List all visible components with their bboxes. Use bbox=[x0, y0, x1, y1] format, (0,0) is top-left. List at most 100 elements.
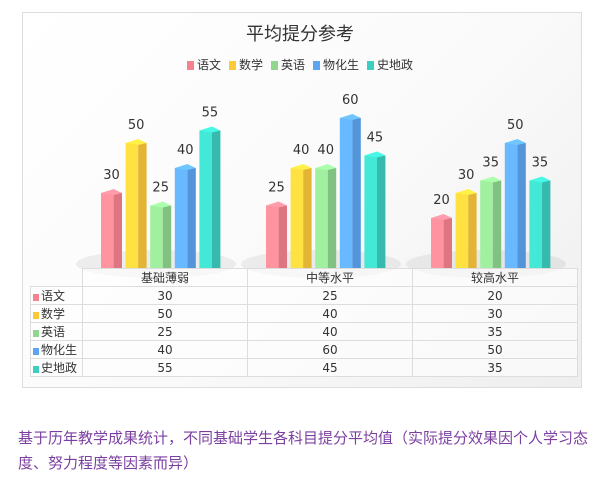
data-label: 40 bbox=[293, 143, 310, 158]
bar-side bbox=[278, 205, 287, 268]
bar-top bbox=[174, 164, 196, 170]
table-cell: 25 bbox=[82, 322, 248, 341]
bar-top bbox=[339, 114, 361, 120]
legend: 语文 数学 英语 物化生 史地政 bbox=[0, 56, 600, 73]
data-label: 55 bbox=[202, 106, 219, 121]
bar-side bbox=[327, 168, 337, 268]
legend-swatch bbox=[367, 61, 375, 70]
bar[interactable] bbox=[125, 143, 139, 268]
row-label: 语文 bbox=[30, 286, 83, 305]
table-cell: 50 bbox=[412, 340, 578, 359]
legend-swatch bbox=[228, 61, 236, 70]
table-cell: 45 bbox=[247, 358, 413, 377]
legend-label: 英语 bbox=[280, 58, 305, 72]
bar-top bbox=[315, 164, 337, 170]
bar-side bbox=[542, 180, 551, 268]
bar-top bbox=[364, 151, 386, 158]
data-label: 50 bbox=[128, 118, 145, 133]
legend-swatch bbox=[270, 61, 278, 70]
data-label: 30 bbox=[458, 168, 475, 183]
bar-side bbox=[187, 168, 196, 268]
bar-top bbox=[431, 214, 452, 220]
bar-top bbox=[480, 176, 502, 183]
row-label: 史地政 bbox=[30, 358, 83, 377]
bar[interactable] bbox=[504, 143, 518, 268]
data-label: 40 bbox=[177, 143, 194, 158]
legend-item[interactable]: 数学 bbox=[228, 56, 263, 73]
table-cell: 60 bbox=[247, 340, 413, 359]
legend-item[interactable]: 物化生 bbox=[313, 56, 359, 73]
table-cell: 50 bbox=[82, 304, 248, 323]
table-cell: 20 bbox=[412, 286, 578, 305]
data-label: 30 bbox=[103, 168, 120, 183]
bar-chart: 30 50 25 40 55 25 40 40 60 45 20 30 35 50 35 bbox=[76, 93, 566, 278]
table-row: 数学 50 40 30 bbox=[30, 304, 578, 323]
category-label: 较高水平 bbox=[412, 268, 578, 287]
bar[interactable] bbox=[101, 193, 114, 268]
bar[interactable] bbox=[199, 130, 212, 269]
legend-swatch bbox=[33, 348, 39, 355]
chart-title: 平均提分参考 bbox=[246, 24, 354, 45]
table-row: 语文 30 25 20 bbox=[30, 286, 578, 305]
legend-item[interactable]: 英语 bbox=[270, 56, 305, 73]
table-header: 基础薄弱 中等水平 较高水平 bbox=[31, 268, 578, 287]
data-label: 20 bbox=[433, 193, 450, 208]
table-cell: 30 bbox=[82, 286, 248, 305]
table-cell: 40 bbox=[247, 322, 413, 341]
table-cell: 30 bbox=[412, 304, 578, 323]
bar-top bbox=[199, 126, 221, 133]
legend-label: 数学 bbox=[238, 58, 263, 72]
bar-side bbox=[162, 205, 172, 268]
bar-side bbox=[377, 155, 386, 268]
legend-swatch bbox=[33, 294, 39, 301]
bar-side bbox=[517, 143, 526, 268]
legend-swatch bbox=[33, 312, 39, 319]
bar[interactable] bbox=[480, 180, 493, 269]
category-label: 中等水平 bbox=[247, 268, 413, 287]
legend-label: 物化生 bbox=[323, 58, 360, 72]
table-row: 英语 25 40 35 bbox=[30, 322, 578, 341]
bar[interactable] bbox=[315, 168, 328, 268]
legend-item[interactable]: 语文 bbox=[186, 56, 221, 73]
bar-top bbox=[455, 189, 477, 195]
bar[interactable] bbox=[529, 180, 542, 269]
row-label: 物化生 bbox=[30, 340, 83, 359]
table-row: 史地政 55 45 35 bbox=[30, 358, 578, 377]
table-cell: 55 bbox=[82, 358, 248, 377]
bar[interactable] bbox=[455, 193, 469, 268]
row-label: 数学 bbox=[30, 304, 83, 323]
bar[interactable] bbox=[431, 218, 444, 268]
table-cell: 40 bbox=[82, 340, 248, 359]
bar-top bbox=[101, 189, 122, 195]
bar-top bbox=[266, 201, 287, 208]
bar[interactable] bbox=[339, 118, 353, 268]
table-cell: 25 bbox=[247, 286, 413, 305]
bar-side bbox=[113, 193, 122, 268]
legend-item[interactable]: 史地政 bbox=[367, 56, 413, 73]
row-label: 英语 bbox=[30, 322, 83, 341]
legend-label: 史地政 bbox=[377, 58, 414, 72]
bar[interactable] bbox=[290, 168, 304, 268]
bar-top bbox=[150, 201, 172, 208]
bar-side bbox=[443, 218, 452, 268]
bar-side bbox=[492, 180, 502, 268]
bar-side bbox=[138, 143, 147, 268]
category-label: 基础薄弱 bbox=[82, 268, 248, 287]
bar[interactable] bbox=[174, 168, 188, 268]
data-label: 40 bbox=[317, 143, 334, 158]
bar[interactable] bbox=[150, 205, 163, 269]
bar[interactable] bbox=[266, 205, 279, 269]
bar-top bbox=[504, 139, 526, 145]
bar-top bbox=[290, 164, 312, 170]
data-label: 45 bbox=[367, 131, 384, 146]
data-label: 60 bbox=[342, 93, 359, 108]
bar-top bbox=[125, 139, 147, 145]
legend-swatch bbox=[33, 366, 39, 373]
data-label: 25 bbox=[268, 181, 285, 196]
table-cell: 40 bbox=[247, 304, 413, 323]
legend-label: 语文 bbox=[196, 58, 221, 72]
bar-side bbox=[352, 118, 361, 268]
caption: 基于历年教学成果统计，不同基础学生各科目提分平均值（实际提分效果因个人学习态度、… bbox=[18, 429, 589, 472]
bar[interactable] bbox=[364, 155, 377, 269]
bar-side bbox=[303, 168, 312, 268]
